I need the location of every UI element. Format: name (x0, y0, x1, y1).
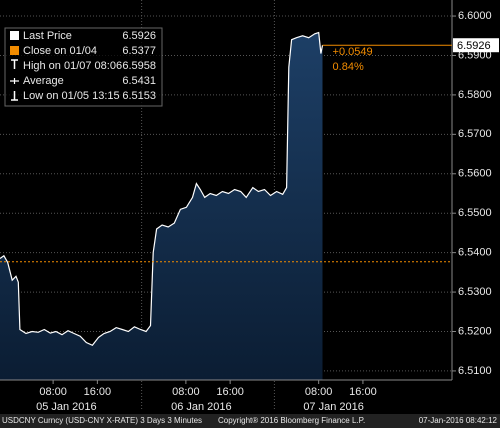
legend-label: Close on 01/04 (23, 45, 97, 57)
x-tick-label: 16:00 (216, 386, 244, 398)
legend-box (4, 27, 163, 107)
legend-icon (11, 59, 18, 69)
legend-label: High on 01/07 08:06 (23, 60, 122, 72)
y-tick-label: 6.5200 (458, 325, 492, 337)
y-tick-label: 6.6000 (458, 10, 492, 22)
legend-label: Last Price (23, 30, 72, 42)
y-tick-label: 6.5700 (458, 128, 492, 140)
line (0, 31, 324, 347)
legend-swatch (10, 46, 19, 55)
annotation: 0.84% (333, 61, 364, 73)
annotation: +0.0549 (333, 46, 373, 58)
legend-swatch (10, 31, 19, 40)
legend-value: 6.5153 (122, 90, 156, 102)
legend-value: 6.5377 (122, 45, 156, 57)
y-tick-label: 6.5300 (458, 286, 492, 298)
y-tick-label: 6.5800 (458, 89, 492, 101)
x-tick-label: 08:00 (172, 386, 200, 398)
legend-value: 6.5926 (122, 30, 156, 42)
date-label: 07 Jan 2016 (303, 401, 364, 413)
footer-text: Copyright® 2016 Bloomberg Finance L.P. (218, 416, 365, 425)
x-tick-label: 08:00 (305, 386, 333, 398)
y-tick-label: 6.5600 (458, 168, 492, 180)
x-tick-label: 16:00 (349, 386, 377, 398)
legend-value: 6.5431 (122, 75, 156, 87)
area (0, 32, 323, 380)
legend-icon (10, 78, 19, 84)
legend-icon (11, 91, 18, 101)
date-label: 05 Jan 2016 (36, 401, 97, 413)
y-tick-label: 6.5900 (458, 49, 492, 61)
legend-label: Low on 01/05 13:15 (23, 90, 120, 102)
footer-text: 07-Jan-2016 08:42:12 (419, 416, 498, 425)
legend-label: Average (23, 75, 64, 87)
footer-text: USDCNY Curncy (USD-CNY X-RATE) 3 Days 3 … (2, 416, 202, 425)
x-tick-label: 08:00 (39, 386, 67, 398)
legend-value: 6.5958 (122, 60, 156, 72)
y-tick-label: 6.5100 (458, 365, 492, 377)
footer-bar (0, 414, 500, 428)
last-price-label: 6.5926 (457, 40, 491, 52)
last-price-box (453, 38, 499, 53)
y-tick-label: 6.5500 (458, 207, 492, 219)
date-label: 06 Jan 2016 (171, 401, 232, 413)
y-tick-label: 6.5400 (458, 247, 492, 259)
x-tick-label: 16:00 (84, 386, 112, 398)
